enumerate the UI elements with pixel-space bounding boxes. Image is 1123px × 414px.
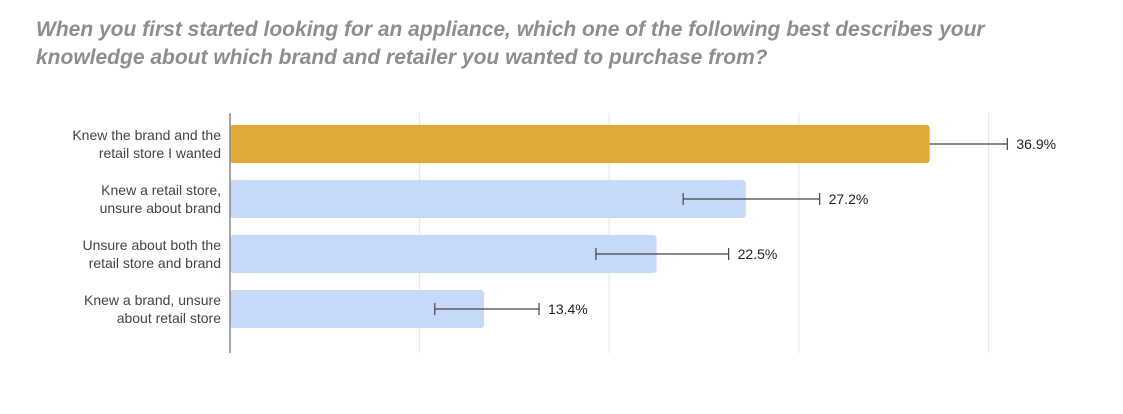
category-label: Unsure about both the retail store and br… [82, 237, 221, 271]
bar [230, 290, 485, 328]
category-label-line: retail store I wanted [99, 145, 221, 161]
bar [230, 180, 746, 218]
category-label-line: Knew the brand and the [72, 127, 221, 143]
labels: Knew the brand and the retail store I wan… [72, 127, 1056, 326]
data-label: 36.9% [1016, 136, 1056, 152]
error-bars [434, 138, 1008, 315]
category-label-line: about retail store [117, 310, 221, 326]
category-label-line: Knew a retail store, [101, 182, 221, 198]
data-label: 13.4% [548, 301, 588, 317]
bar [230, 125, 930, 163]
bars [230, 125, 930, 328]
bar [230, 235, 657, 273]
category-label-line: Knew a brand, unsure [84, 292, 221, 308]
category-label: Knew a brand, unsure about retail store [84, 292, 221, 326]
category-label-line: unsure about brand [100, 200, 221, 216]
category-label: Knew the brand and the retail store I wan… [72, 127, 221, 161]
data-label: 27.2% [829, 191, 869, 207]
category-label: Knew a retail store, unsure about brand [100, 182, 221, 216]
category-label-line: retail store and brand [89, 255, 221, 271]
chart-title: When you first started looking for an ap… [36, 18, 985, 69]
category-label-line: Unsure about both the [82, 237, 221, 253]
data-label: 22.5% [738, 246, 778, 262]
